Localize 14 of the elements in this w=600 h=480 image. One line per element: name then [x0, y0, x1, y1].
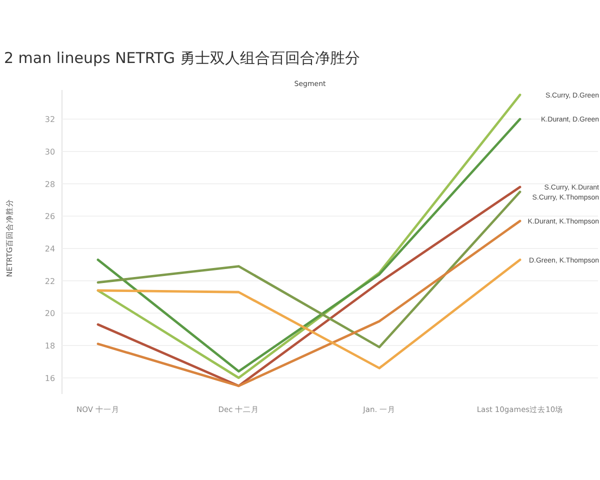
y-tick-label: 30 — [44, 147, 56, 156]
y-tick-label: 28 — [44, 180, 56, 189]
y-tick-label: 26 — [44, 212, 56, 222]
y-tick-label: 24 — [44, 244, 56, 254]
y-tick-label: 32 — [44, 115, 56, 124]
line-series — [96, 186, 522, 388]
y-tick-label: 16 — [44, 374, 56, 383]
y-tick-label: 22 — [44, 276, 56, 286]
chart-title: 2 man lineups NETRTG 勇士双人组合百回合净胜分 — [4, 49, 360, 67]
y-tick-label: 20 — [44, 309, 56, 318]
line-series — [96, 220, 522, 388]
line-series — [96, 190, 522, 348]
line-series — [96, 258, 522, 370]
y-tick-label: 18 — [44, 341, 56, 350]
